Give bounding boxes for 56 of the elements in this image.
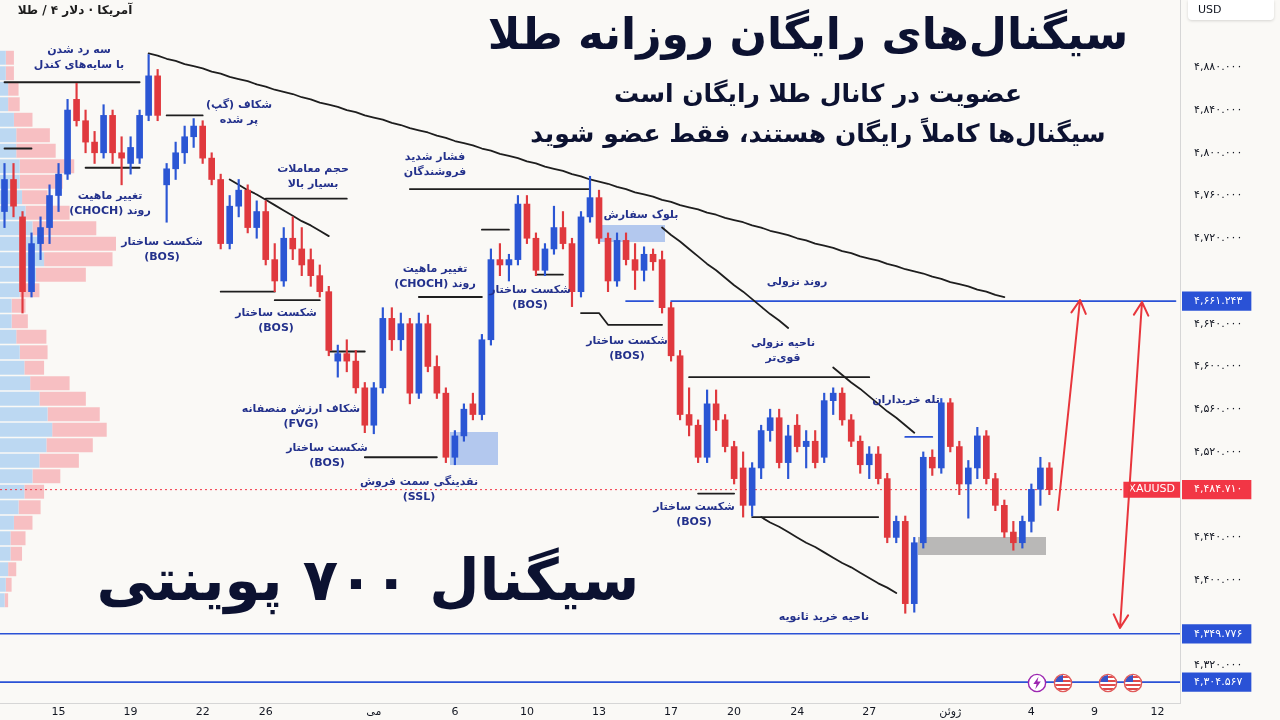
y-tick-label: ۴,۳۲۰.۰۰۰ bbox=[1194, 658, 1243, 672]
annotation: حجم معاملات بسیار بالا bbox=[277, 161, 349, 191]
x-tick-label: 6 bbox=[451, 705, 459, 719]
x-tick-label: 26 bbox=[258, 705, 273, 719]
y-tick-label: ۴,۳۰۴.۵۶۷ bbox=[1194, 674, 1243, 688]
y-tick-label: ۴,۷۶۰.۰۰۰ bbox=[1194, 188, 1243, 202]
chart-title: سیگنال‌های رایگان روزانه طلا bbox=[487, 7, 1129, 62]
annotation: تله خریداران bbox=[872, 391, 940, 407]
annotation: سه رد شدن با سایه‌های کندل bbox=[33, 42, 125, 72]
annotation: ناحیه خرید ثانویه bbox=[778, 608, 870, 624]
text: عضویت در کانال طلا رایگان است سیگنال‌ها کاملاً رایگان هستند، فقط عضو شوید bbox=[530, 78, 1106, 150]
annotation: فشار شدید فروشندگان bbox=[403, 149, 467, 179]
annotation: بلوک سفارش bbox=[603, 206, 679, 222]
annotation: آمریکا · دلار ۴ / طلا bbox=[17, 2, 133, 18]
y-tick-label: ۴,۵۶۰.۰۰۰ bbox=[1194, 402, 1243, 416]
x-tick-label: 17 bbox=[664, 705, 679, 719]
y-tick-label: ۴,۶۶۱.۲۴۳ bbox=[1194, 293, 1243, 307]
annotation: نقدینگی سمت فروش (SSL) bbox=[359, 474, 479, 504]
y-tick-label: ۴,۸۰۰.۰۰۰ bbox=[1194, 145, 1243, 159]
annotation: سیگنال ۷۰۰ پوینتی bbox=[96, 545, 640, 617]
annotation: شکاف (گپ) پر شده bbox=[205, 97, 273, 127]
x-tick-label: 13 bbox=[592, 705, 607, 719]
annotation: شکست ساختار (BOS) bbox=[121, 234, 203, 264]
y-tick-label: ۴,۴۸۴.۷۱۰ bbox=[1194, 482, 1243, 496]
y-tick-label: ۴,۳۴۹.۷۷۶ bbox=[1194, 626, 1243, 640]
annotation: روند نزولی bbox=[766, 273, 828, 289]
x-tick-label: 20 bbox=[727, 705, 742, 719]
annotation: شکست ساختار (BOS) bbox=[653, 499, 735, 529]
x-tick-label: 22 bbox=[195, 705, 210, 719]
annotation: ناحیه نزولی قوی‌تر bbox=[750, 335, 816, 365]
x-tick-label: 24 bbox=[790, 705, 805, 719]
annotation: تغییر ماهیت روند (CHOCH) bbox=[69, 188, 151, 218]
y-tick-label: ۴,۶۰۰.۰۰۰ bbox=[1194, 359, 1243, 373]
x-tick-label: ژوئن bbox=[939, 705, 962, 719]
annotation: شکست ساختار (BOS) bbox=[586, 333, 668, 363]
ref-line-label: XAUUSD bbox=[1128, 482, 1175, 496]
annotation: شکست ساختار (BOS) bbox=[235, 305, 317, 335]
x-tick-label: 27 bbox=[862, 705, 877, 719]
annotation: شکاف ارزش منصفانه (FVG) bbox=[241, 401, 361, 431]
y-tick-label: ۴,۴۴۰.۰۰۰ bbox=[1194, 530, 1243, 544]
x-tick-label: 19 bbox=[123, 705, 138, 719]
y-tick-label: ۴,۴۰۰.۰۰۰ bbox=[1194, 572, 1243, 586]
y-tick-label: ۴,۶۴۰.۰۰۰ bbox=[1194, 316, 1243, 330]
annotation: تغییر ماهیت روند (CHOCH) bbox=[394, 261, 476, 291]
y-tick-label: ۴,۸۴۰.۰۰۰ bbox=[1194, 102, 1243, 116]
annotation: شکست ساختار (BOS) bbox=[286, 440, 368, 470]
y-tick-label: ۴,۵۲۰.۰۰۰ bbox=[1194, 444, 1243, 458]
y-axis-title: USD bbox=[1188, 0, 1274, 20]
x-tick-label: 9 bbox=[1090, 705, 1098, 719]
x-tick-label: 12 bbox=[1150, 705, 1165, 719]
x-tick-label: 15 bbox=[51, 705, 66, 719]
y-tick-label: ۴,۸۸۰.۰۰۰ bbox=[1194, 60, 1243, 74]
x-tick-label: 4 bbox=[1027, 705, 1035, 719]
x-tick-label: 10 bbox=[519, 705, 534, 719]
x-tick-label: می bbox=[366, 705, 382, 719]
y-tick-label: ۴,۷۲۰.۰۰۰ bbox=[1194, 231, 1243, 245]
